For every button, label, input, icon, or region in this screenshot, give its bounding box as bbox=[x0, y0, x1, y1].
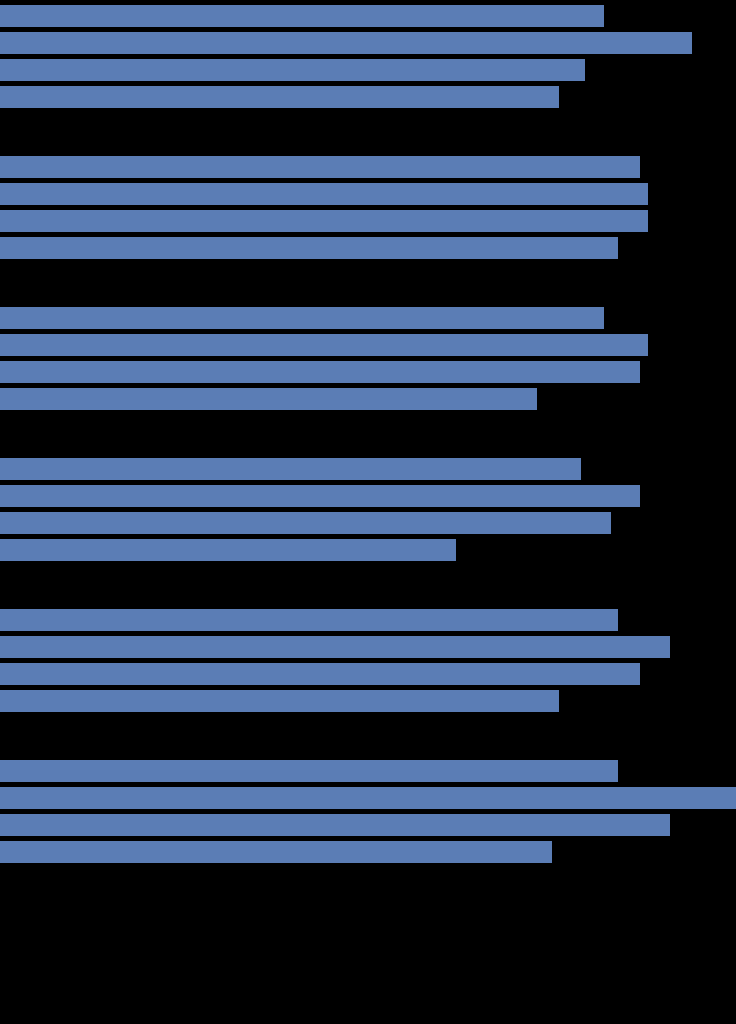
Bar bbox=[0, 237, 618, 259]
Bar bbox=[0, 361, 640, 383]
Bar bbox=[0, 841, 552, 863]
Bar bbox=[0, 690, 559, 712]
Bar bbox=[0, 485, 640, 507]
Bar bbox=[0, 609, 618, 631]
Bar bbox=[0, 210, 648, 232]
Bar bbox=[0, 156, 640, 178]
Bar bbox=[0, 760, 618, 782]
Bar bbox=[0, 663, 640, 685]
Bar bbox=[0, 512, 611, 534]
Bar bbox=[0, 787, 736, 809]
Bar bbox=[0, 32, 692, 54]
Bar bbox=[0, 307, 604, 329]
Bar bbox=[0, 183, 648, 205]
Bar bbox=[0, 5, 604, 27]
Bar bbox=[0, 86, 559, 108]
Bar bbox=[0, 334, 648, 356]
Bar bbox=[0, 388, 537, 410]
Bar bbox=[0, 636, 670, 658]
Bar bbox=[0, 539, 456, 561]
Bar bbox=[0, 814, 670, 836]
Bar bbox=[0, 458, 581, 480]
Bar bbox=[0, 59, 585, 81]
